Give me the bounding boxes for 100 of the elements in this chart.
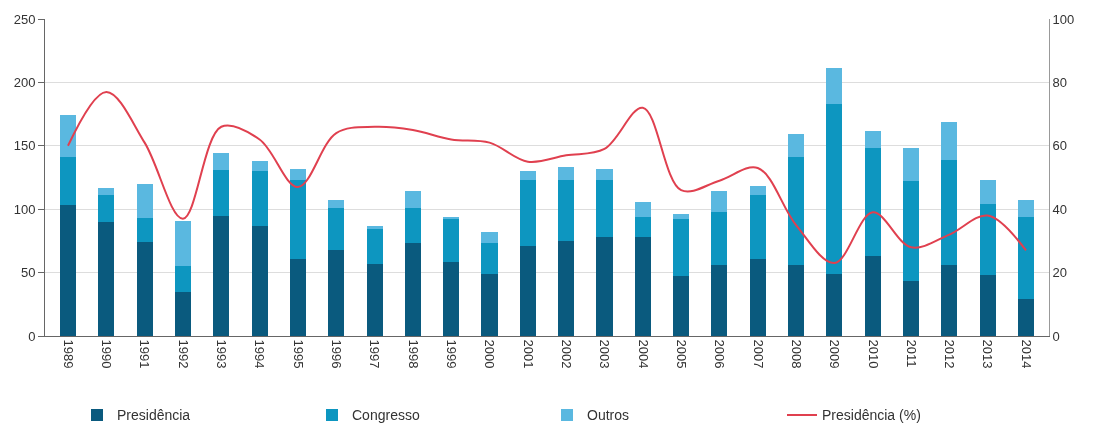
bar xyxy=(979,180,996,205)
bar xyxy=(749,258,766,336)
legend-label: Outros xyxy=(587,407,630,424)
bar xyxy=(596,180,613,238)
bar xyxy=(136,218,153,243)
bar xyxy=(673,214,690,220)
bar xyxy=(941,264,958,336)
bar xyxy=(749,195,766,259)
x-tick-label: 1996 xyxy=(329,339,345,369)
bar xyxy=(289,168,306,181)
bar xyxy=(366,263,383,336)
y-tick-label: 250 xyxy=(13,11,36,27)
x-tick-label: 2008 xyxy=(788,339,804,369)
bar xyxy=(251,171,268,226)
bar xyxy=(826,103,843,274)
bar xyxy=(404,191,421,208)
x-tick-label: 1991 xyxy=(137,339,153,369)
bar xyxy=(59,157,77,206)
bar xyxy=(443,218,460,263)
x-tick-label: 1993 xyxy=(214,339,230,369)
bar xyxy=(826,273,843,336)
bar xyxy=(826,68,843,104)
bar xyxy=(289,258,306,336)
bar xyxy=(519,180,536,246)
bar xyxy=(59,205,77,336)
bar xyxy=(481,232,498,244)
y2-tick-label: 40 xyxy=(1052,201,1068,217)
x-tick-label: 1999 xyxy=(443,339,459,369)
legend-label: Congresso xyxy=(352,407,420,424)
y2-tick-label: 20 xyxy=(1052,265,1068,281)
x-tick-label: 2011 xyxy=(903,339,919,368)
bar xyxy=(404,207,421,244)
y2-tick-label: 80 xyxy=(1052,74,1068,90)
bar xyxy=(788,157,805,265)
bar xyxy=(213,215,230,336)
bar xyxy=(596,237,613,336)
bar xyxy=(174,291,191,336)
bar xyxy=(443,216,460,219)
bar xyxy=(213,169,230,216)
bar xyxy=(289,180,306,259)
bar xyxy=(136,242,153,336)
x-tick-label: 1998 xyxy=(405,339,421,369)
x-tick-label: 1995 xyxy=(290,339,306,369)
bar xyxy=(328,200,345,208)
y-tick-label: 50 xyxy=(20,265,36,281)
x-tick-label: 2007 xyxy=(750,339,766,369)
bar xyxy=(1017,200,1035,217)
bar xyxy=(711,264,728,336)
bar xyxy=(788,134,805,158)
x-tick-label: 2003 xyxy=(597,339,613,369)
x-tick-label: 1992 xyxy=(175,339,191,369)
bar xyxy=(941,159,958,265)
bar xyxy=(903,148,920,182)
y-tick-label: 200 xyxy=(13,74,36,90)
x-tick-label: 2012 xyxy=(942,339,958,369)
bar xyxy=(251,161,268,172)
bar xyxy=(558,240,575,336)
bar xyxy=(174,266,191,292)
bar xyxy=(903,181,920,282)
y2-tick-label: 60 xyxy=(1052,138,1068,154)
bar xyxy=(1017,299,1035,336)
bar xyxy=(366,229,383,264)
x-tick-label: 2005 xyxy=(673,339,689,369)
y2-tick-label: 100 xyxy=(1052,11,1075,27)
bar xyxy=(328,249,345,336)
bar xyxy=(136,183,153,219)
bar xyxy=(634,201,651,217)
bar xyxy=(213,153,230,170)
bar xyxy=(596,168,613,181)
bar xyxy=(864,256,881,336)
legend-label: Presidência (%) xyxy=(822,407,921,424)
bar xyxy=(673,276,690,336)
x-tick-label: 1990 xyxy=(99,339,115,369)
x-tick-label: 2009 xyxy=(827,339,843,369)
bar xyxy=(634,216,651,238)
x-tick-label: 2006 xyxy=(712,339,728,369)
y-tick-label: 0 xyxy=(28,328,36,344)
bar xyxy=(98,221,115,336)
x-tick-label: 2002 xyxy=(558,339,574,369)
bar xyxy=(404,243,421,336)
bar xyxy=(481,273,498,336)
bar xyxy=(558,180,575,241)
bar xyxy=(328,207,345,250)
y-tick-label: 100 xyxy=(13,201,36,217)
y2-tick-label: 0 xyxy=(1052,328,1060,344)
x-tick-label: 2004 xyxy=(635,339,651,369)
x-tick-label: 2013 xyxy=(980,339,996,369)
x-tick-label: 1994 xyxy=(252,339,268,369)
x-tick-label: 2001 xyxy=(520,339,536,369)
bar xyxy=(98,195,115,222)
x-tick-label: 1997 xyxy=(367,339,383,369)
bar xyxy=(481,243,498,274)
bar xyxy=(174,220,191,267)
bar xyxy=(864,148,881,257)
x-tick-label: 2010 xyxy=(865,339,881,369)
bar xyxy=(1017,216,1035,300)
bar xyxy=(711,191,728,212)
bar xyxy=(558,167,575,181)
bar xyxy=(903,281,920,336)
bar xyxy=(864,130,881,149)
